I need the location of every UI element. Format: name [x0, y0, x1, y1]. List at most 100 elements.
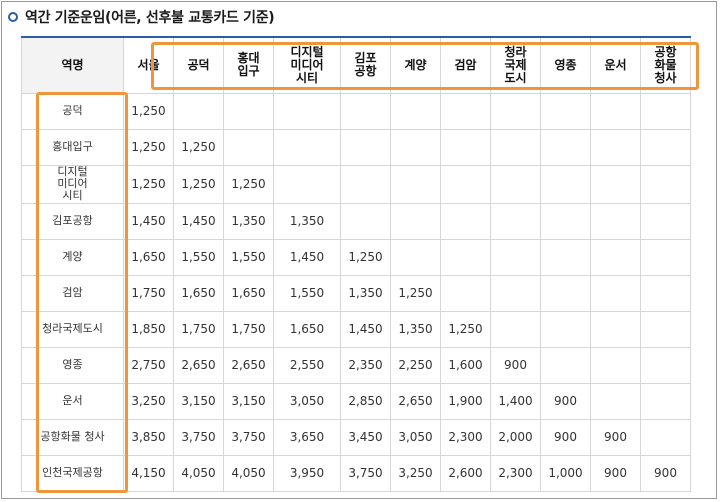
table-row: 인천국제공항 4,150 4,050 4,050 3,950 3,750 3,250 2,60… [21, 454, 691, 492]
fare-cell: 3,950 [273, 454, 341, 492]
fare-cell [590, 202, 641, 240]
header-row: 역명 서울 공덕 홍대 입구 디지털 미디어 시티 김포 공항 계양 검암 청라 국제 도시 영… [21, 36, 691, 94]
fare-cell: 1,450 [123, 202, 174, 240]
fare-cell: 4,050 [223, 454, 274, 492]
fare-cell [640, 92, 691, 130]
fare-cell [340, 164, 391, 204]
column-header: 운서 [590, 36, 641, 94]
row-station-label: 공항화물 청사 [21, 418, 124, 456]
fare-cell: 1,650 [223, 274, 274, 312]
fare-cell: 3,250 [123, 382, 174, 420]
fare-cell [590, 92, 641, 130]
fare-cell [540, 346, 591, 384]
row-station-label: 운서 [21, 382, 124, 420]
fare-cell [440, 164, 491, 204]
fare-cell [390, 238, 441, 276]
fare-cell: 2,250 [390, 346, 441, 384]
fare-cell: 900 [540, 418, 591, 456]
fare-cell: 1,350 [390, 310, 441, 348]
page-title: 역간 기준운임(어른, 선후불 교통카드 기준) [25, 10, 275, 26]
fare-cell [640, 164, 691, 204]
fare-cell: 1,250 [123, 164, 174, 204]
fare-cell: 1,400 [490, 382, 541, 420]
fare-cell [640, 418, 691, 456]
fare-cell [490, 238, 541, 276]
table-row: 공항화물 청사 3,850 3,750 3,750 3,650 3,450 3,050 2,3… [21, 418, 691, 456]
circle-bullet-icon [8, 12, 18, 22]
fare-table: 역명 서울 공덕 홍대 입구 디지털 미디어 시티 김포 공항 계양 검암 청라 국제 도시 영… [21, 36, 691, 492]
fare-cell: 3,750 [223, 418, 274, 456]
fare-cell: 1,750 [123, 274, 174, 312]
fare-cell: 3,450 [340, 418, 391, 456]
fare-cell [540, 310, 591, 348]
fare-cell [173, 92, 224, 130]
fare-cell [590, 274, 641, 312]
column-header: 김포 공항 [340, 36, 391, 94]
fare-cell: 900 [590, 418, 641, 456]
fare-cell: 3,050 [273, 382, 341, 420]
fare-cell [390, 164, 441, 204]
row-station-label: 청라국제도시 [21, 310, 124, 348]
fare-cell: 2,850 [340, 382, 391, 420]
fare-cell [640, 202, 691, 240]
fare-cell: 2,600 [440, 454, 491, 492]
fare-cell: 3,750 [173, 418, 224, 456]
fare-cell [273, 164, 341, 204]
fare-cell: 4,150 [123, 454, 174, 492]
fare-cell: 3,850 [123, 418, 174, 456]
fare-cell [440, 92, 491, 130]
fare-cell: 1,550 [273, 274, 341, 312]
table-row: 청라국제도시 1,850 1,750 1,750 1,650 1,450 1,350 1,25… [21, 310, 691, 348]
fare-cell: 1,250 [123, 128, 174, 166]
fare-cell [590, 382, 641, 420]
fare-cell [590, 164, 641, 204]
fare-cell [590, 238, 641, 276]
fare-cell [490, 274, 541, 312]
table-row: 공덕 1,250 [21, 92, 691, 130]
fare-cell [490, 128, 541, 166]
fare-cell: 1,350 [340, 274, 391, 312]
row-station-label: 디지털 미디어 시티 [21, 164, 124, 204]
table-row: 김포공항 1,450 1,450 1,350 1,350 [21, 202, 691, 240]
table-row: 홍대입구 1,250 1,250 [21, 128, 691, 166]
fare-cell: 2,300 [490, 454, 541, 492]
fare-cell: 1,450 [273, 238, 341, 276]
fare-cell: 1,600 [440, 346, 491, 384]
fare-cell [340, 128, 391, 166]
fare-cell: 900 [590, 454, 641, 492]
fare-cell [540, 164, 591, 204]
fare-cell [223, 128, 274, 166]
fare-cell: 1,250 [440, 310, 491, 348]
row-station-label: 공덕 [21, 92, 124, 130]
fare-cell: 1,550 [223, 238, 274, 276]
fare-cell [440, 238, 491, 276]
fare-cell: 1,250 [173, 164, 224, 204]
fare-cell [640, 382, 691, 420]
fare-cell: 1,250 [123, 92, 174, 130]
fare-cell: 1,250 [340, 238, 391, 276]
fare-cell [540, 92, 591, 130]
table-row: 영종 2,750 2,650 2,650 2,550 2,350 2,250 1,600 900 [21, 346, 691, 384]
fare-cell: 4,050 [173, 454, 224, 492]
fare-cell [590, 346, 641, 384]
fare-cell: 900 [540, 382, 591, 420]
column-header: 계양 [390, 36, 441, 94]
fare-cell [490, 202, 541, 240]
row-station-label: 홍대입구 [21, 128, 124, 166]
fare-cell: 1,650 [173, 274, 224, 312]
column-header: 디지털 미디어 시티 [273, 36, 341, 94]
fare-cell: 1,550 [173, 238, 224, 276]
fare-cell: 1,350 [273, 202, 341, 240]
fare-cell: 1,000 [540, 454, 591, 492]
fare-cell: 900 [490, 346, 541, 384]
fare-cell: 1,900 [440, 382, 491, 420]
fare-cell [640, 128, 691, 166]
column-header: 서울 [123, 36, 174, 94]
row-station-label: 계양 [21, 238, 124, 276]
fare-cell [273, 92, 341, 130]
fare-cell [640, 274, 691, 312]
fare-cell [390, 128, 441, 166]
fare-cell: 2,350 [340, 346, 391, 384]
fare-cell [640, 310, 691, 348]
